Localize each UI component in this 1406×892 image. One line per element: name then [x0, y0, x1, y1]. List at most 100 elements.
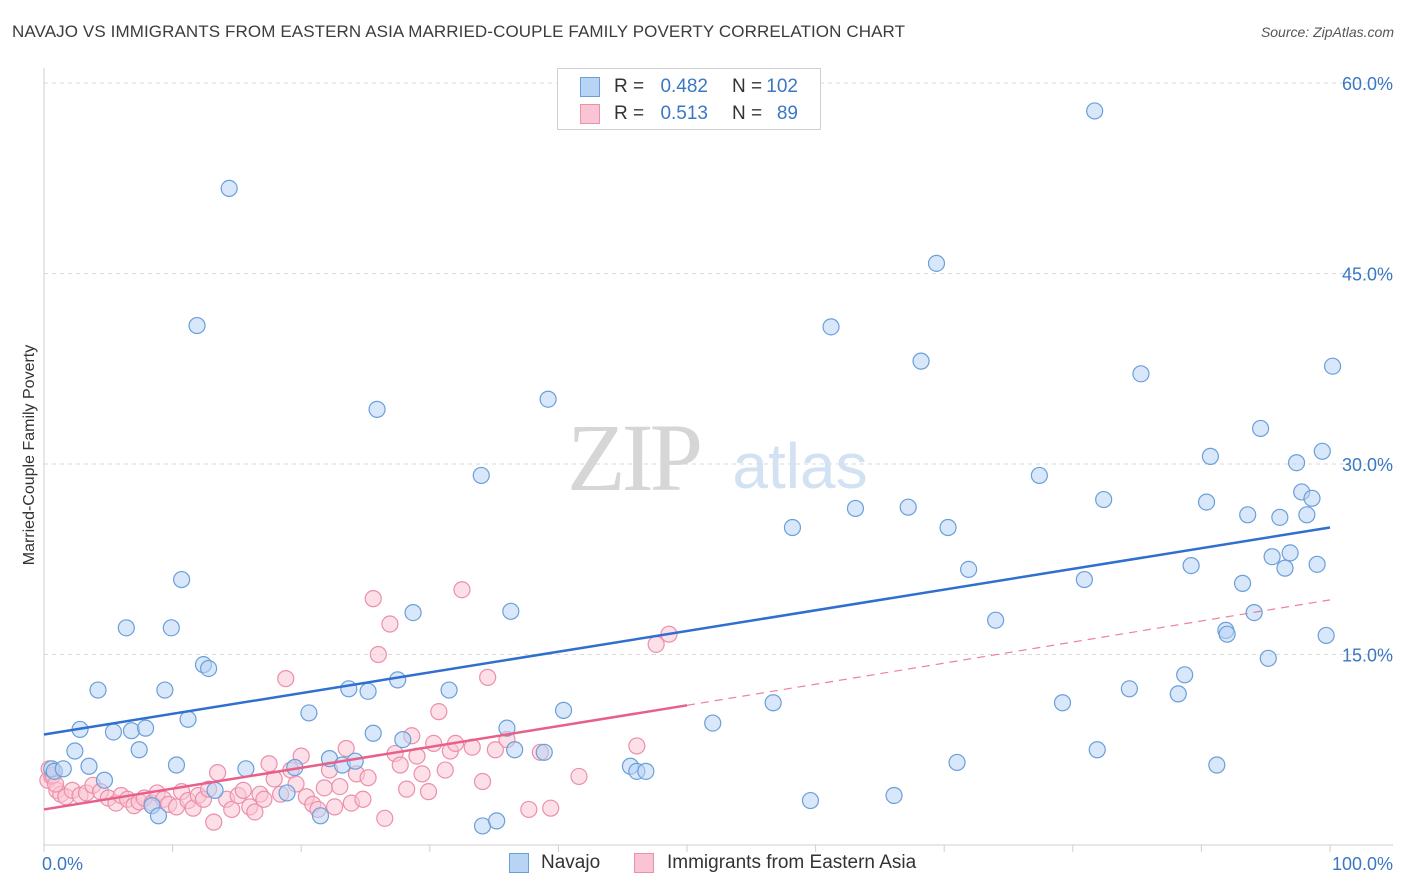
data-point-navajo — [179, 710, 197, 728]
data-point-navajo — [136, 719, 155, 737]
data-point-navajo — [1239, 506, 1257, 524]
data-point-navajo — [1317, 626, 1335, 645]
data-point-asia — [255, 790, 273, 808]
data-point-asia — [381, 615, 399, 633]
n-label: N = — [732, 76, 763, 97]
data-point-asia — [246, 803, 264, 821]
data-point-navajo — [1308, 555, 1326, 573]
data-point-navajo — [987, 611, 1005, 629]
data-point-asia — [391, 756, 409, 774]
data-point-navajo — [117, 619, 135, 637]
trend-line-navajo — [43, 526, 1331, 736]
data-point-navajo — [54, 760, 72, 778]
watermark: ZIP atlas — [567, 404, 868, 511]
data-point-asia — [260, 755, 278, 773]
data-point-navajo — [173, 570, 191, 589]
data-point-navajo — [80, 757, 98, 775]
y-tick-label: 45.0% — [1342, 265, 1393, 285]
data-point-navajo — [1303, 489, 1321, 507]
data-point-navajo — [939, 518, 957, 537]
data-point-navajo — [200, 659, 218, 678]
data-point-navajo — [1182, 556, 1200, 575]
data-point-asia — [542, 799, 560, 817]
data-point-navajo — [1276, 559, 1294, 577]
data-point-asia — [425, 734, 443, 753]
data-point-navajo — [1281, 544, 1299, 562]
watermark-zip: ZIP — [567, 404, 700, 511]
data-point-navajo — [912, 352, 930, 370]
data-point-asia — [369, 645, 387, 664]
data-point-navajo — [440, 681, 458, 699]
data-point-navajo — [95, 771, 114, 789]
data-point-navajo — [130, 741, 148, 759]
data-point-asia — [453, 581, 471, 599]
data-point-navajo — [206, 781, 224, 799]
x-tick-label: 100.0% — [1332, 854, 1393, 874]
data-point-navajo — [89, 681, 107, 699]
data-point-navajo — [368, 400, 386, 418]
data-point-asia — [315, 779, 333, 797]
data-point-navajo — [637, 762, 655, 780]
data-point-navajo — [885, 786, 903, 805]
data-point-asia — [486, 741, 504, 759]
data-point-navajo — [899, 498, 917, 516]
data-point-asia — [354, 790, 372, 808]
data-point-navajo — [1088, 741, 1106, 759]
correlation-legend: R = 0.482 N = 102 R = 0.513 N = 89 — [557, 68, 821, 130]
series-immigrants-eastern-asia — [39, 581, 678, 831]
data-point-asia — [223, 800, 241, 819]
data-point-navajo — [472, 466, 490, 485]
data-point-navajo — [1197, 493, 1216, 511]
data-point-asia — [364, 590, 382, 608]
data-point-navajo — [300, 704, 318, 722]
data-point-navajo — [1086, 102, 1104, 120]
data-point-navajo — [104, 723, 123, 741]
data-point-navajo — [948, 753, 966, 772]
y-tick-label: 15.0% — [1342, 646, 1393, 666]
data-point-navajo — [311, 807, 330, 825]
y-tick-label: 30.0% — [1342, 455, 1393, 475]
r-value: 0.482 — [660, 76, 708, 97]
axes — [43, 68, 1393, 852]
data-point-navajo — [162, 619, 180, 637]
data-point-navajo — [783, 518, 802, 537]
r-label: R = — [614, 103, 645, 124]
data-point-asia — [413, 765, 431, 783]
data-point-navajo — [1298, 506, 1316, 524]
data-point-navajo — [1176, 666, 1194, 684]
data-point-navajo — [149, 807, 168, 825]
data-point-navajo — [506, 741, 524, 759]
trend-line-asia-extension — [686, 599, 1331, 706]
data-point-asia — [337, 739, 355, 758]
data-point-navajo — [359, 682, 377, 700]
r-label: R = — [614, 76, 645, 97]
data-point-navajo — [1263, 548, 1281, 566]
data-point-navajo — [1251, 419, 1270, 438]
data-point-navajo — [927, 254, 946, 272]
n-label: N = — [732, 103, 763, 124]
trend-line-asia — [43, 704, 688, 811]
data-point-navajo — [220, 179, 238, 198]
data-point-navajo — [960, 560, 978, 579]
source-label: Source: ZipAtlas.com — [1260, 24, 1394, 40]
data-point-asia — [359, 769, 377, 787]
watermark-atlas: atlas — [732, 430, 867, 502]
data-point-navajo — [1313, 442, 1331, 460]
data-point-navajo — [237, 760, 255, 778]
n-value: 89 — [776, 103, 798, 124]
data-point-navajo — [394, 730, 412, 749]
data-point-asia — [205, 813, 223, 831]
data-point-navajo — [278, 784, 296, 802]
data-point-navajo — [1030, 466, 1048, 485]
data-point-navajo — [1201, 447, 1220, 465]
data-point-navajo — [66, 742, 84, 760]
data-point-navajo — [1053, 694, 1072, 712]
asia-swatch — [580, 104, 600, 124]
data-point-navajo — [1271, 508, 1289, 526]
data-point-navajo — [1208, 756, 1226, 774]
trend-lines — [43, 526, 1331, 811]
data-point-navajo — [1287, 454, 1306, 472]
data-point-navajo — [1095, 490, 1113, 509]
data-point-navajo — [1075, 570, 1093, 589]
